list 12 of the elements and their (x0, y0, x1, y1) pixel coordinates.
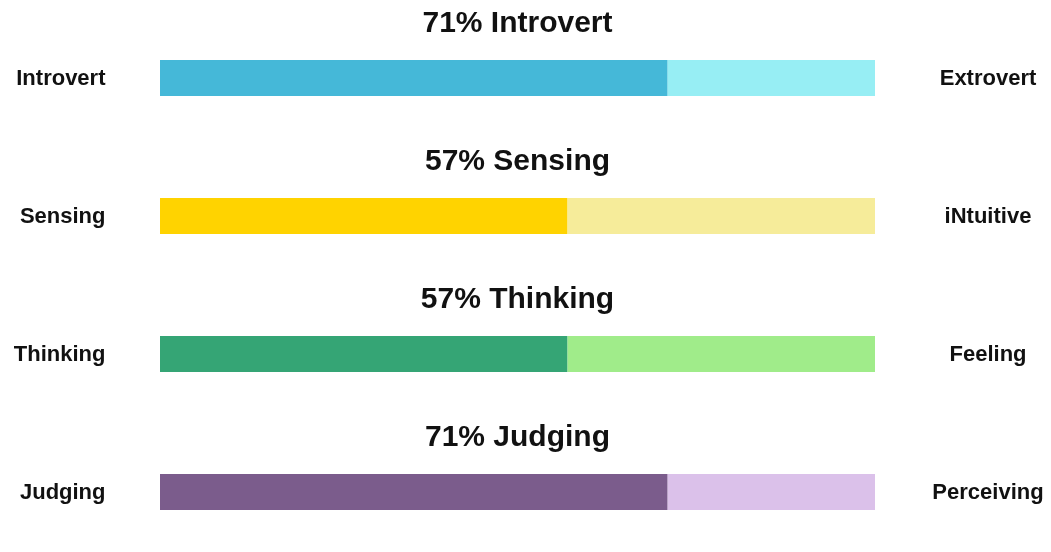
chart-title: 71% Introvert (422, 5, 613, 38)
chart-title: 57% Sensing (424, 143, 611, 176)
y-tick-label: Sensing (19, 203, 106, 228)
y-tick-label: Introvert (16, 65, 107, 90)
text: Perceiving (932, 479, 1044, 504)
text: Extrovert (939, 65, 1037, 90)
text: iNtuitive (944, 203, 1032, 228)
chart-title: 71% Judging (424, 419, 611, 452)
y-tick-label: Judging (19, 479, 106, 504)
chart-title: 57% Thinking (420, 281, 615, 314)
text: Feeling (949, 341, 1027, 366)
y-tick-label: Thinking (13, 341, 106, 366)
